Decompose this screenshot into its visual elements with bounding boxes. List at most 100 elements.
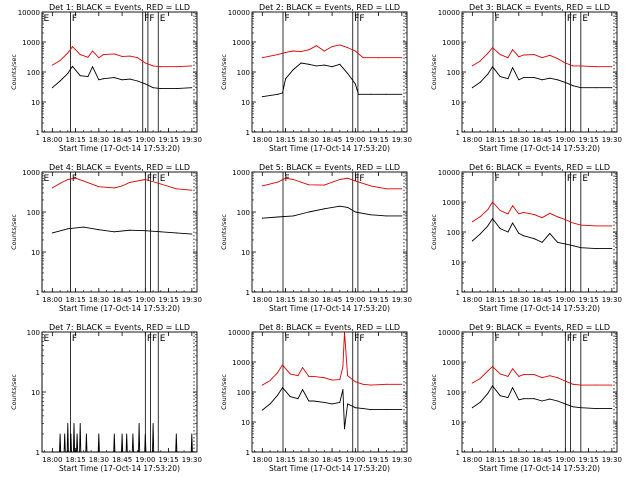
flag-label: F (495, 14, 500, 24)
data-point (492, 66, 493, 68)
data-point (370, 384, 372, 386)
y-tick-label: 1 (36, 129, 40, 137)
y-tick-label: 10 (451, 419, 460, 427)
data-point (357, 93, 359, 95)
y-tick-label: 100 (237, 69, 250, 77)
x-tick-label: 19:00 (555, 296, 575, 304)
chart-panel-6: Det 6: BLACK = Events, RED = LLD 1 10 100 10… (430, 163, 622, 313)
data-point (261, 384, 263, 386)
data-point (564, 403, 566, 405)
y-tick-label: 100 (447, 389, 460, 397)
data-point (499, 373, 501, 375)
series-lld-line (472, 47, 612, 68)
chart-title: Det 8: BLACK = Events, RED = LLD (259, 323, 400, 332)
data-point (113, 53, 115, 55)
data-point (385, 188, 387, 190)
data-point (471, 65, 473, 67)
data-point (308, 184, 310, 186)
data-point (512, 387, 514, 389)
x-axis-label: Start Time (17-Oct-14 17:53:20) (59, 304, 180, 313)
data-point (523, 54, 524, 56)
data-point (160, 231, 162, 233)
data-point (289, 373, 291, 375)
series-lld-line (472, 366, 612, 386)
data-point (191, 65, 193, 67)
flag-label: E (44, 174, 50, 184)
data-point (611, 225, 613, 227)
x-tick-label: 19:15 (578, 136, 598, 144)
series-events-line (52, 226, 192, 235)
data-point (471, 87, 473, 89)
data-point (401, 215, 403, 217)
flag-label: F (567, 174, 572, 184)
data-point (67, 52, 69, 54)
data-point (79, 54, 81, 56)
chart-title: Det 3: BLACK = Events, RED = LLD (469, 3, 610, 12)
x-tick-label: 19:00 (555, 136, 575, 144)
x-tick-label: 19:30 (182, 456, 202, 464)
data-point (507, 213, 509, 215)
chart-title: Det 6: BLACK = Events, RED = LLD (469, 163, 610, 172)
data-point (572, 245, 574, 247)
x-tick-label: 19:15 (158, 136, 178, 144)
chart-title: Det 2: BLACK = Events, RED = LLD (259, 3, 400, 12)
x-tick-label: 18:00 (252, 456, 272, 464)
data-point (518, 79, 520, 81)
x-tick-label: 18:30 (89, 296, 109, 304)
data-point (92, 50, 94, 52)
data-point (572, 65, 574, 67)
data-point (499, 210, 501, 211)
data-point (479, 378, 481, 380)
y-tick-label: 1 (246, 449, 250, 457)
flag-label: E (582, 14, 588, 24)
data-point (277, 394, 279, 396)
series-events-line (262, 387, 402, 430)
flag-label: F (285, 334, 290, 344)
x-tick-label: 19:00 (345, 136, 365, 144)
data-point (471, 221, 473, 223)
data-point (339, 179, 341, 180)
y-tick-label: 10 (241, 249, 250, 257)
data-point (323, 184, 325, 186)
data-point (98, 186, 100, 188)
data-point (261, 96, 263, 98)
data-point (512, 67, 514, 69)
data-point (533, 238, 535, 240)
data-point (507, 231, 509, 233)
y-tick-label: 10000 (438, 329, 460, 337)
data-point (144, 62, 146, 64)
data-point (479, 216, 481, 218)
data-point (300, 51, 302, 53)
data-point (121, 55, 123, 57)
chart-panel-1: Det 1: BLACK = Events, RED = LLD 1 10 100 10… (10, 3, 202, 153)
data-point (471, 240, 473, 242)
data-point (347, 72, 349, 74)
data-point (549, 375, 551, 377)
data-point (261, 409, 263, 411)
data-point (347, 47, 349, 49)
y-tick-label: 1 (36, 289, 40, 297)
data-point (339, 63, 341, 65)
data-point (51, 187, 53, 189)
data-point (479, 81, 481, 83)
data-point (499, 76, 501, 78)
y-tick-label: 10 (31, 249, 40, 257)
data-point (499, 395, 501, 397)
y-axis-label: Counts/sec (430, 374, 438, 410)
x-tick-label: 18:00 (42, 296, 62, 304)
y-axis-label: Counts/sec (10, 374, 18, 410)
data-point (277, 181, 279, 183)
data-point (518, 399, 520, 401)
x-tick-label: 19:00 (555, 456, 575, 464)
data-point (339, 205, 341, 207)
data-point (297, 375, 299, 377)
series-events-line (472, 66, 612, 89)
data-point (308, 63, 310, 65)
data-point (564, 243, 566, 245)
x-tick-label: 18:15 (275, 456, 295, 464)
data-point (611, 408, 613, 410)
y-tick-label: 1000 (22, 39, 40, 47)
data-point (564, 380, 566, 382)
data-point (191, 233, 193, 235)
